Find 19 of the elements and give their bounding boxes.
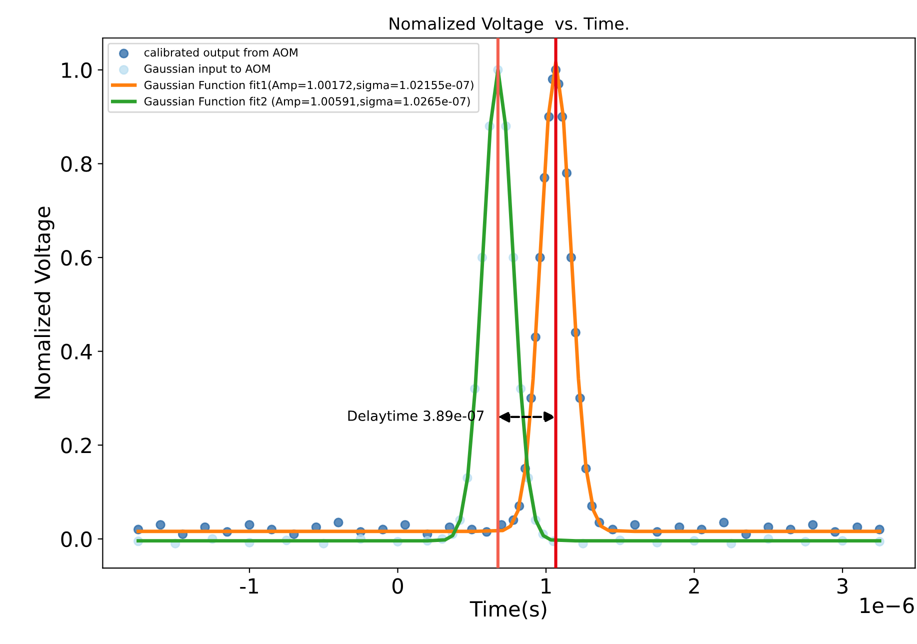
chart-title: Nomalized Voltage vs. Time. [390, 17, 628, 34]
y-axis-title: Nomalized Voltage [34, 206, 54, 398]
x-tick-label: 3 [837, 578, 848, 594]
legend-label: Gaussian input to AOM [144, 64, 270, 76]
text: 1e−6 [860, 598, 914, 614]
legend-label: calibrated output from AOM [144, 48, 298, 59]
x-tick-label: 1 [542, 578, 551, 594]
x-axis-title: Time(s) [470, 600, 546, 620]
x-tick-label: -1 [240, 578, 258, 594]
y-tick-label: 1.0 [62, 62, 92, 78]
legend-label: Gaussian Function fit2 (Amp=1.00591,sigma=1.0265e-07) [144, 96, 470, 108]
x-tick-label: 2 [689, 578, 699, 594]
y-tick-label: 0.0 [61, 531, 92, 548]
y-tick-label: 0.8 [61, 156, 92, 172]
legend-label: Gaussian Function fit1(Amp=1.00172,sigma=1.02155e-07) [144, 80, 474, 92]
x-tick-label: 0 [392, 578, 403, 594]
y-tick-label: 0.6 [61, 250, 92, 266]
y-tick-label: 0.4 [61, 344, 92, 360]
y-tick-label: 0.2 [61, 438, 91, 454]
